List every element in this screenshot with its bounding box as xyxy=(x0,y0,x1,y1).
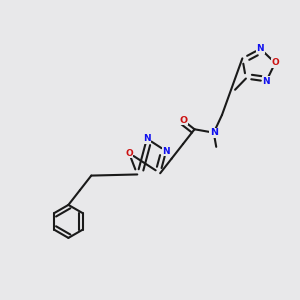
Text: O: O xyxy=(179,116,187,125)
Text: N: N xyxy=(143,134,151,143)
Text: N: N xyxy=(162,147,170,156)
Text: O: O xyxy=(271,58,279,68)
Text: N: N xyxy=(210,128,218,137)
Text: N: N xyxy=(256,44,264,53)
Text: O: O xyxy=(125,148,133,158)
Text: N: N xyxy=(262,77,270,86)
